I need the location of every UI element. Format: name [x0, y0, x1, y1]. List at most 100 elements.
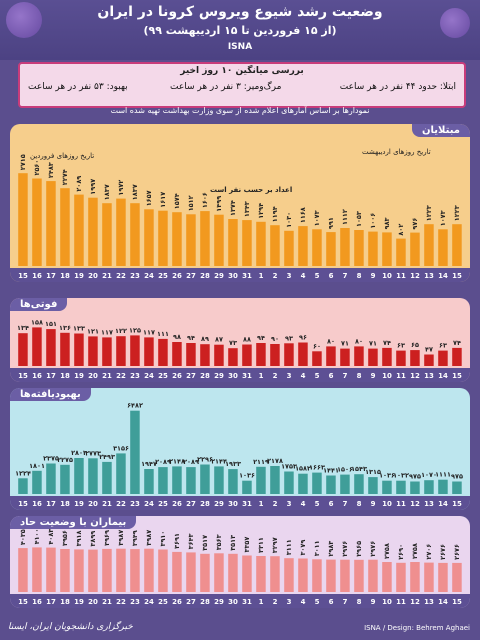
bar: [228, 348, 238, 366]
tick-label: 5: [315, 500, 320, 508]
data-label: ۲۹۷۶: [341, 541, 349, 557]
tick-label: 10: [382, 272, 392, 280]
bar: [60, 332, 70, 366]
tick-label: 5: [315, 598, 320, 606]
data-label: ۲۰۸۹: [155, 458, 171, 466]
tick-label: 7: [343, 598, 348, 606]
virus-icon: [440, 8, 470, 38]
data-label: ۱۹۹۷: [89, 179, 97, 195]
bar: [214, 344, 224, 366]
tick-label: 19: [74, 598, 84, 606]
data-label: ۳۲۹۷: [271, 537, 279, 553]
bar: [326, 475, 336, 494]
data-label: ۹۴: [257, 334, 265, 342]
data-label: ۲۱۱۹: [253, 458, 269, 466]
bar: [46, 547, 56, 592]
tick-label: 26: [172, 372, 182, 380]
data-label: ۱۵۸۲: [295, 465, 311, 473]
data-label: ۳۹۱۰: [159, 531, 167, 547]
tick-label: 11: [396, 372, 406, 380]
critical-panel: بیماران با وضعیت حاد ۴۰۳۵ 15 ۴۱۰۰ 16 ۴۰۸۳ 17 ۳…: [10, 516, 470, 608]
tick-label: 9: [371, 272, 376, 280]
bar: [340, 228, 350, 266]
tick-label: 28: [200, 598, 210, 606]
tick-label: 11: [396, 500, 406, 508]
tick-label: 2: [273, 598, 278, 606]
data-label: ۱۹۷۲: [117, 180, 125, 196]
tick-label: 1: [259, 272, 264, 280]
bar: [242, 220, 252, 266]
data-label: ۱۱۱۱: [435, 471, 451, 479]
data-label: ۹۸: [173, 333, 181, 341]
data-label: ۱۱۱۲: [341, 209, 349, 225]
bar: [186, 214, 196, 266]
tick-label: 30: [228, 598, 238, 606]
bar: [88, 458, 98, 494]
data-label: ۳۹۱۸: [75, 530, 83, 546]
data-label: ۲۶۹۰: [397, 544, 405, 560]
bar: [242, 344, 252, 366]
bar: [158, 338, 168, 366]
data-label: ۳۳۵۷: [243, 537, 251, 553]
tick-label: 15: [452, 372, 462, 380]
axis-band: [10, 496, 470, 510]
data-label: ۱۰۵۳: [355, 211, 363, 227]
data-label: ۲۴۸۳: [47, 162, 55, 178]
bar: [18, 548, 28, 592]
tick-label: 2: [273, 372, 278, 380]
tick-label: 26: [172, 272, 182, 280]
bar: [424, 562, 434, 592]
data-label: ۳۵۶۳: [215, 534, 223, 550]
bar: [18, 173, 28, 266]
tick-label: 24: [144, 372, 154, 380]
bar: [256, 556, 266, 592]
axis-band: [10, 368, 470, 382]
bar: [130, 335, 140, 366]
bar: [116, 198, 126, 266]
bar: [102, 548, 112, 592]
bar: [144, 469, 154, 494]
bar: [410, 562, 420, 592]
tick-label: 12: [410, 272, 420, 280]
data-label: ۱۲۲: [115, 327, 127, 335]
tick-label: 21: [102, 500, 112, 508]
data-label: ۱۸۳۷: [103, 184, 111, 200]
data-label: ۱۳۷۴: [229, 200, 237, 216]
data-label: ۱۵۰۶: [337, 466, 353, 474]
tick-label: 19: [74, 272, 84, 280]
tick-label: 14: [438, 272, 448, 280]
data-label: ۲۲۹۶: [197, 456, 213, 464]
data-label: ۱۲۹۴: [257, 203, 265, 219]
tick-label: 29: [214, 598, 224, 606]
data-label: ۴۰۸۳: [47, 529, 55, 545]
tick-label: 22: [116, 598, 126, 606]
data-label: ۱۲۵: [129, 326, 141, 334]
bar: [410, 232, 420, 266]
tick-label: 18: [60, 272, 70, 280]
tick-label: 7: [343, 500, 348, 508]
bar: [144, 548, 154, 592]
infected-panel: مبتلایان تاریخ روزهای فروردین تاریخ روزه…: [10, 124, 470, 282]
infected-title: مبتلایان: [412, 124, 470, 137]
tick-label: 10: [382, 500, 392, 508]
data-label: ۳۹۴۹: [131, 530, 139, 546]
data-label: ۱۶۱۷: [159, 192, 167, 208]
bar: [256, 466, 266, 494]
tick-label: 31: [242, 500, 252, 508]
averages-title: بررسی میانگین ۱۰ روز اخیر: [180, 66, 304, 76]
tick-label: 17: [46, 598, 56, 606]
data-label: ۳۱۵۶: [113, 444, 129, 452]
bar: [312, 351, 322, 366]
data-label: ۳۵۱۳: [229, 535, 237, 551]
tick-label: 14: [438, 598, 448, 606]
bar: [298, 558, 308, 592]
bar: [452, 224, 462, 266]
tick-label: 15: [452, 500, 462, 508]
data-label: ۷۱: [341, 340, 349, 348]
bar: [130, 549, 140, 592]
header: وضعیت رشد شیوع ویروس کرونا در ایران (از …: [0, 0, 480, 60]
tick-label: 23: [130, 500, 140, 508]
bar: [340, 559, 350, 592]
bar: [452, 562, 462, 592]
data-label: ۳۹۸۷: [117, 530, 125, 546]
